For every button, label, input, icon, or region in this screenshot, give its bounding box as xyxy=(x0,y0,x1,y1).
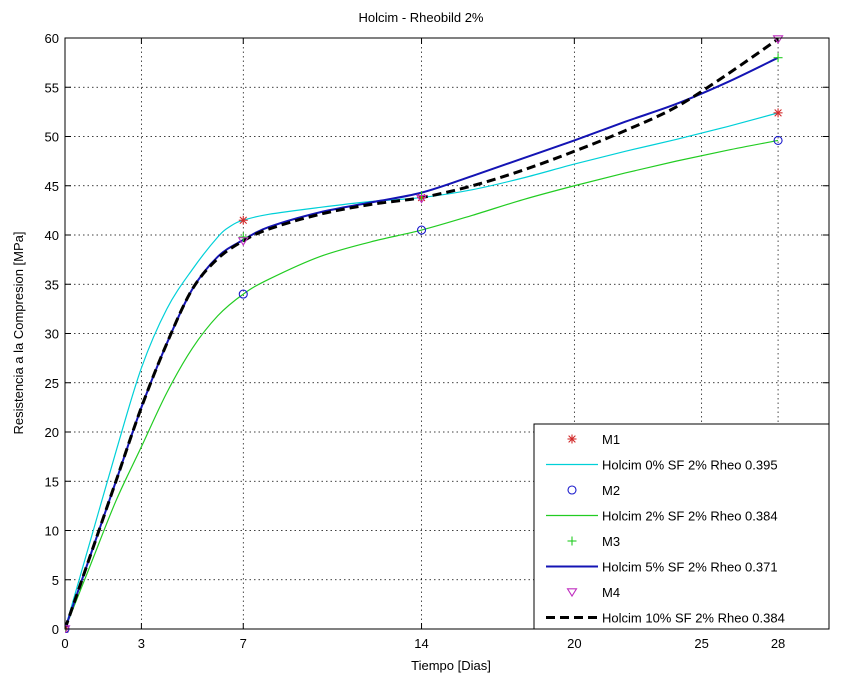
x-tick-label: 20 xyxy=(567,636,581,651)
data-point-2-3 xyxy=(773,135,783,145)
y-tick-label: 25 xyxy=(45,376,59,391)
legend-label-0: M1 xyxy=(602,432,620,447)
legend-label-5: Holcim 5% SF 2% Rheo 0.371 xyxy=(602,560,778,575)
y-tick-label: 20 xyxy=(45,425,59,440)
chart-title: Holcim - Rheobild 2% xyxy=(359,10,484,25)
y-tick-label: 50 xyxy=(45,130,59,145)
y-tick-label: 40 xyxy=(45,228,59,243)
plot-area: 0 3 7 14 20 25 28 0 5 10 15 20 25 30 35 40 45 50 55 60 M1 Hol… xyxy=(45,31,830,651)
marker-stroke xyxy=(774,109,782,117)
axes-frame xyxy=(64,37,830,630)
series-line-3 xyxy=(65,139,779,630)
y-tick-label: 45 xyxy=(45,179,59,194)
data-point-6-3 xyxy=(772,35,784,45)
data-point-4-1 xyxy=(238,232,248,242)
legend-label-7: Holcim 10% SF 2% Rheo 0.384 xyxy=(602,611,785,626)
legend-label-4: M3 xyxy=(602,534,620,549)
data-point-0-1 xyxy=(238,215,248,225)
y-tick-label: 10 xyxy=(45,524,59,539)
x-axis-label: Tiempo [Dias] xyxy=(411,658,491,673)
legend-label-2: M2 xyxy=(602,483,620,498)
data-point-2-2 xyxy=(416,225,427,235)
series-line-1 xyxy=(65,112,779,630)
marker-stroke xyxy=(568,435,576,443)
marker-stroke xyxy=(65,628,69,633)
series-line-5 xyxy=(65,56,779,630)
data-point-6-1 xyxy=(237,237,249,246)
y-tick-label: 35 xyxy=(45,277,59,292)
legend-marker-2 xyxy=(567,485,577,495)
legend-marker-4 xyxy=(567,536,577,546)
x-tick-label: 3 xyxy=(138,636,145,651)
series-line-7 xyxy=(65,37,779,630)
x-tick-label: 25 xyxy=(694,636,708,651)
y-tick-label: 30 xyxy=(45,327,59,342)
y-tick-label: 5 xyxy=(52,573,59,588)
y-tick-label: 0 xyxy=(52,622,59,637)
marker-stroke xyxy=(239,216,248,224)
x-tick-label: 7 xyxy=(240,636,247,651)
x-tick-label: 28 xyxy=(771,636,785,651)
legend-label-1: Holcim 0% SF 2% Rheo 0.395 xyxy=(602,458,778,473)
marker-stroke xyxy=(65,625,69,630)
y-tick-label: 55 xyxy=(45,80,59,95)
x-tick-label: 14 xyxy=(414,636,428,651)
data-point-6-2 xyxy=(416,194,428,204)
y-axis-label: Resistencia a la Compresion [MPa] xyxy=(11,231,26,434)
x-tick-label: 0 xyxy=(61,636,68,651)
legend-marker-6 xyxy=(566,588,578,598)
series-group xyxy=(65,35,784,633)
legend-marker-0 xyxy=(567,434,577,444)
data-point-0-3 xyxy=(773,108,783,118)
legend: M1 Holcim 0% SF 2% Rheo 0.395 M2 Holcim 2% … xyxy=(533,423,830,630)
legend-label-3: Holcim 2% SF 2% Rheo 0.384 xyxy=(602,509,778,524)
legend-box xyxy=(533,423,830,630)
data-point-2-1 xyxy=(238,289,248,299)
y-tick-label: 15 xyxy=(45,474,59,489)
legend-label-6: M4 xyxy=(602,585,620,600)
y-tick-label: 60 xyxy=(45,31,59,46)
data-point-4-3 xyxy=(773,53,783,63)
